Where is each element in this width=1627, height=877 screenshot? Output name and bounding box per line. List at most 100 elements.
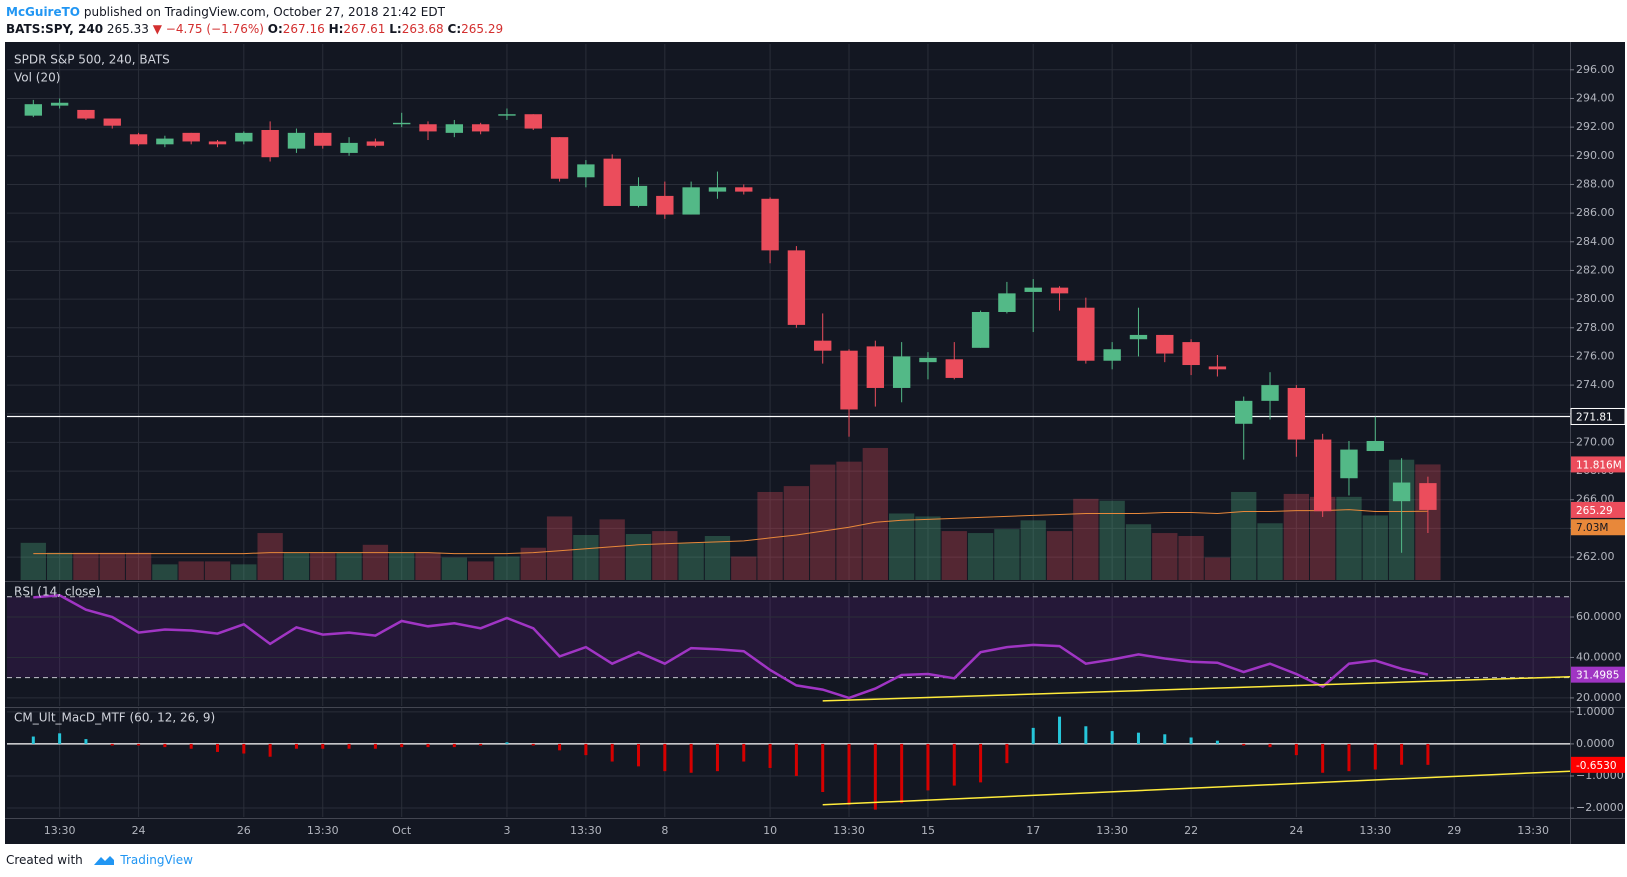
candle-body bbox=[182, 132, 200, 142]
macd-bar bbox=[163, 743, 167, 748]
volume-bar bbox=[441, 557, 467, 580]
low-label: L: bbox=[389, 22, 402, 36]
x-tick-label: 22 bbox=[1184, 824, 1198, 837]
footer: Created with TradingView bbox=[6, 852, 193, 867]
volume-bar bbox=[888, 513, 915, 580]
rsi-line bbox=[33, 594, 1429, 700]
y-tick-label: 274.00 bbox=[1576, 378, 1615, 391]
volume-bar bbox=[704, 535, 731, 580]
logo bbox=[93, 856, 114, 865]
pane-title: CM_Ult_MacD_MTF (60, 12, 26, 9) bbox=[14, 711, 215, 725]
high-label: H: bbox=[328, 22, 344, 36]
macd-bar bbox=[689, 743, 693, 773]
macd-bar bbox=[900, 743, 904, 804]
candle-body bbox=[208, 141, 227, 145]
pane-title: SPDR S&P 500, 240, BATS bbox=[14, 53, 170, 67]
volume-bar bbox=[46, 552, 73, 580]
macd-bar bbox=[1058, 716, 1062, 744]
volume-bar bbox=[836, 461, 862, 580]
macd-bar bbox=[1189, 737, 1193, 744]
volume-bar bbox=[546, 516, 573, 580]
candle-body bbox=[471, 124, 490, 132]
author[interactable]: McGuireTO bbox=[6, 5, 81, 19]
macd-bar bbox=[610, 743, 614, 762]
header: McGuireTO published on TradingView.com, … bbox=[6, 4, 503, 38]
candle-body bbox=[287, 132, 306, 149]
trendline bbox=[822, 770, 1571, 806]
volume-bar bbox=[310, 552, 336, 580]
macd-bar bbox=[1373, 743, 1377, 770]
volume-bar bbox=[862, 447, 888, 580]
axis-label-box bbox=[1571, 456, 1625, 473]
logo-shape bbox=[93, 856, 114, 865]
volume-bar bbox=[652, 531, 678, 580]
axis-label: 11.816M bbox=[1576, 459, 1622, 471]
candle-body bbox=[866, 346, 885, 388]
axis-label: 7.03M bbox=[1576, 522, 1608, 534]
y-tick-label: 292.00 bbox=[1576, 120, 1615, 133]
y-tick-label: 296.00 bbox=[1576, 63, 1615, 76]
volume-bar bbox=[1152, 533, 1178, 580]
macd-bar bbox=[1294, 743, 1298, 756]
x-tick-label: 29 bbox=[1447, 824, 1461, 837]
volume-bar bbox=[678, 542, 704, 580]
axis-label: 31.4985 bbox=[1576, 670, 1619, 682]
volume-bar bbox=[757, 491, 783, 580]
header-line-1: McGuireTO published on TradingView.com, … bbox=[6, 4, 503, 21]
macd-bar bbox=[268, 743, 272, 757]
volume-bar bbox=[99, 552, 125, 580]
volume-bar bbox=[1204, 557, 1231, 580]
candle-body bbox=[419, 124, 437, 132]
macd-bar bbox=[242, 743, 246, 754]
macd-bar bbox=[58, 733, 62, 744]
y-tick-label: 290.00 bbox=[1576, 149, 1615, 162]
candle-body bbox=[682, 187, 700, 215]
x-tick-label: 13:30 bbox=[1517, 824, 1549, 837]
candle-body bbox=[50, 102, 69, 106]
axis-label-box bbox=[1571, 519, 1625, 536]
x-tick-label: 24 bbox=[1289, 824, 1303, 837]
candle-body bbox=[919, 357, 937, 363]
macd-bar bbox=[1110, 731, 1114, 744]
volume-bar bbox=[231, 564, 257, 580]
x-tick-label: 13:30 bbox=[44, 824, 76, 837]
candle-body bbox=[735, 187, 753, 192]
x-tick-label: 8 bbox=[661, 824, 668, 837]
low-value: 263.68 bbox=[401, 22, 444, 36]
macd-bar bbox=[1268, 743, 1272, 748]
macd-bar bbox=[742, 743, 746, 762]
candle-body bbox=[129, 134, 148, 145]
macd-bar bbox=[1321, 743, 1325, 773]
macd-bar bbox=[1136, 732, 1140, 744]
macd-bar bbox=[952, 743, 956, 786]
macd-bar bbox=[479, 743, 483, 746]
candle-body bbox=[550, 137, 569, 179]
candle-body bbox=[814, 340, 832, 351]
candle-body bbox=[156, 138, 174, 145]
candle-body bbox=[366, 141, 385, 146]
level-label: 271.81 bbox=[1576, 411, 1613, 423]
arrow: ▼ bbox=[152, 22, 162, 36]
volume-bar bbox=[1073, 498, 1099, 580]
candle-body bbox=[340, 142, 358, 153]
volume-bar bbox=[389, 552, 415, 580]
x-tick-label: 13:30 bbox=[833, 824, 865, 837]
volume-bar bbox=[125, 552, 152, 580]
volume-bar bbox=[731, 556, 757, 580]
close-label: C: bbox=[447, 22, 462, 36]
candle-body bbox=[24, 104, 42, 116]
footer-text: Created with bbox=[6, 853, 83, 867]
macd-bar bbox=[110, 743, 114, 746]
band-fill bbox=[7, 596, 1570, 678]
last-price: 265.33 bbox=[106, 22, 149, 36]
volume-bar bbox=[415, 552, 441, 580]
volume-bar bbox=[783, 486, 810, 580]
footer-brand[interactable]: TradingView bbox=[120, 853, 193, 867]
x-tick-label: 13:30 bbox=[1359, 824, 1391, 837]
macd-bar bbox=[531, 743, 535, 746]
macd-bar bbox=[821, 743, 825, 792]
volume-bar bbox=[625, 534, 652, 580]
volume-bar bbox=[1257, 523, 1283, 580]
y-tick-label: 282.00 bbox=[1576, 263, 1615, 276]
macd-bar bbox=[216, 743, 220, 752]
